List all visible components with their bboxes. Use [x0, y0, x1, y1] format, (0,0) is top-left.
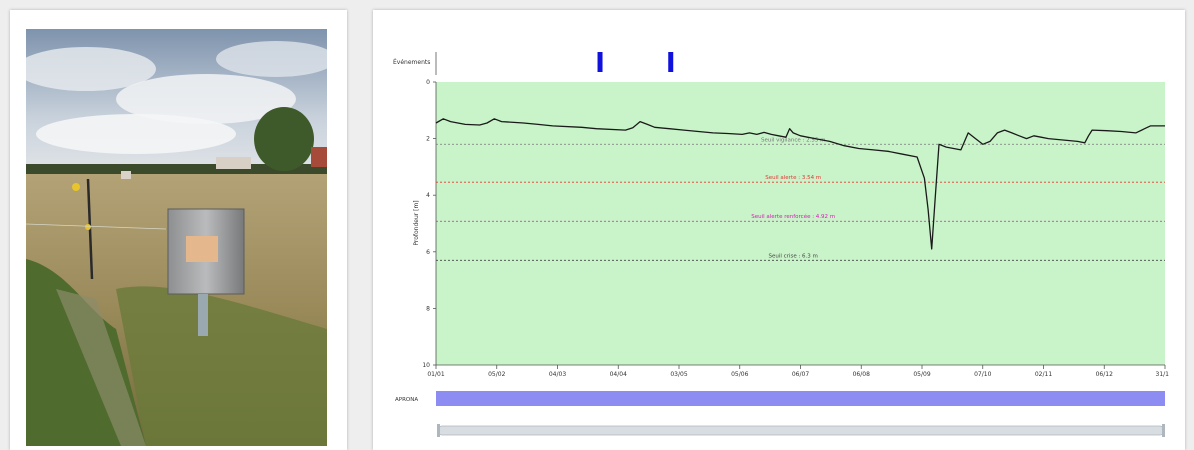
timeline-scrollbar[interactable] — [438, 425, 1164, 436]
photo-panel — [10, 10, 347, 450]
y-ticks: 0 2 4 6 8 10 — [422, 79, 436, 369]
event-marker[interactable] — [597, 52, 603, 72]
x-tick-label: 04/03 — [549, 371, 566, 378]
site-photo — [26, 29, 327, 446]
plot-area — [436, 82, 1165, 365]
x-tick-label: 04/04 — [610, 371, 627, 378]
event-marker[interactable] — [668, 52, 674, 72]
series-line — [435, 118, 1165, 250]
x-tick-label: 31/1 — [1156, 371, 1170, 378]
y-tick-label: 6 — [426, 249, 430, 256]
x-tick-label: 01/01 — [427, 371, 444, 378]
y-axis-label: Profondeur [m] — [413, 200, 420, 245]
threshold-label: Seuil alerte renforcée : 4.92 m — [751, 213, 835, 220]
x-tick-label: 05/09 — [913, 371, 930, 378]
x-tick-label: 06/08 — [853, 371, 870, 378]
series — [435, 118, 1165, 250]
events-label: Événements — [393, 58, 430, 66]
event-markers — [597, 52, 674, 72]
y-tick-label: 2 — [426, 136, 430, 143]
y-tick-label: 8 — [426, 305, 430, 312]
x-tick-label: 06/12 — [1096, 371, 1113, 378]
threshold-label: Seuil crise : 6.3 m — [768, 253, 817, 259]
threshold-label: Seuil vigilance : 2.55 m — [761, 137, 825, 143]
y-tick-label: 4 — [426, 192, 430, 199]
x-tick-label: 06/07 — [792, 371, 809, 378]
x-tick-label: 03/05 — [670, 371, 687, 378]
x-tick-label: 07/10 — [974, 371, 991, 378]
scrollbar-handle-left[interactable] — [437, 424, 440, 437]
source-label: APRONA — [395, 397, 418, 403]
x-tick-label: 05/02 — [488, 371, 505, 378]
x-ticks: 01/01 05/02 04/03 04/04 03/05 05/06 06/07 06/08… — [427, 365, 1169, 378]
x-tick-label: 05/06 — [731, 371, 748, 378]
scrollbar-handle-right[interactable] — [1162, 424, 1165, 437]
y-tick-label: 10 — [422, 362, 430, 369]
source-bar — [436, 391, 1165, 406]
thresholds: Seuil vigilance : 2.55 m Seuil alerte : 3… — [436, 137, 1165, 261]
chart-panel: Événements 0 2 4 6 8 10 01/01 05/02 04/03 04/04 0… — [373, 10, 1185, 450]
threshold-label: Seuil alerte : 3.54 m — [765, 175, 821, 181]
y-tick-label: 0 — [426, 79, 430, 86]
x-tick-label: 02/11 — [1035, 371, 1052, 378]
